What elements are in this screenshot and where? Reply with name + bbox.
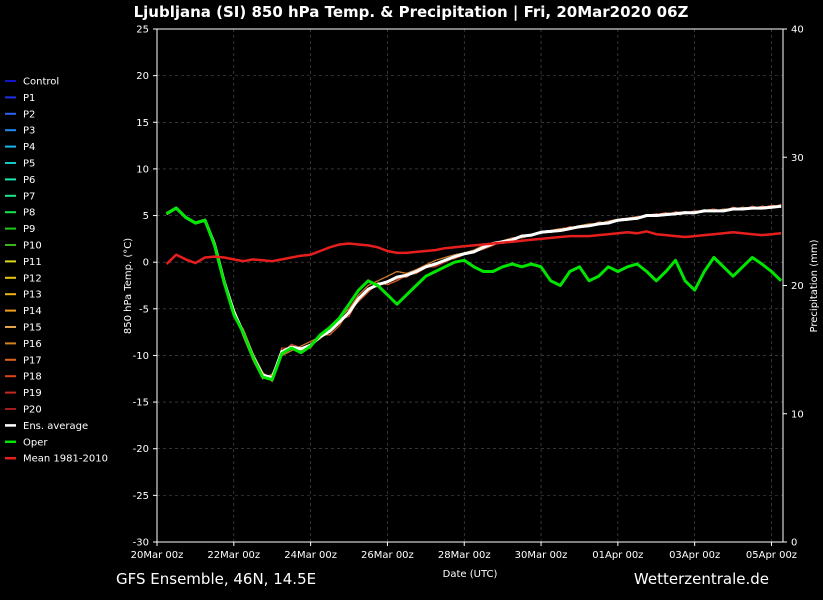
right-y-ticks: 0 10 20 30 40 (783, 25, 804, 549)
series-line-p8 (166, 205, 782, 380)
legend-label-mean-1981-2010: Mean 1981-2010 (23, 454, 108, 465)
legend-label-ens-average: Ens. average (23, 421, 88, 432)
series-line-p9 (166, 204, 782, 380)
series-line-p17 (166, 204, 782, 380)
chart-title: Ljubljana (SI) 850 hPa Temp. & Precipita… (134, 3, 689, 22)
series-line-p3 (166, 203, 782, 377)
left-tick-label: -25 (133, 491, 149, 502)
left-tick-label: -10 (133, 351, 149, 362)
series-line-p4 (166, 205, 782, 380)
left-tick-label: 5 (143, 211, 149, 222)
legend: Control P1 P2 P3 P4 P5 P6 P7 P8 P9 P10 P11 P12 P13 P14… (5, 77, 108, 465)
legend-label-p8: P8 (23, 208, 35, 219)
legend-label-p5: P5 (23, 159, 35, 170)
left-y-ticks: 25 20 15 10 5 0 -5 -10 -15 -20 -25 -30 (133, 25, 157, 549)
series-line-p10 (166, 204, 782, 383)
y-axis-right-label: Precipitation (mm) (809, 239, 820, 332)
legend-label-p12: P12 (23, 273, 42, 284)
right-tick-label: 30 (791, 153, 804, 164)
legend-label-p13: P13 (23, 290, 42, 301)
x-tick-label: 22Mar 00z (207, 550, 260, 561)
series-line-p2 (166, 204, 782, 383)
footer-model-info: GFS Ensemble, 46N, 14.5E (116, 570, 317, 588)
series-line-p1 (166, 204, 782, 380)
left-tick-label: -5 (139, 304, 149, 315)
series-line-p11 (166, 203, 782, 377)
plot-grid (156, 28, 783, 543)
legend-label-control: Control (23, 77, 59, 88)
series-line-p16 (166, 205, 782, 380)
left-tick-label: -20 (133, 444, 149, 455)
series-line-p7 (166, 203, 782, 377)
legend-label-p3: P3 (23, 126, 35, 137)
right-tick-label: 10 (791, 409, 804, 420)
y-axis-left-label: 850 hPa Temp. (°C) (123, 238, 134, 334)
legend-label-p2: P2 (23, 109, 35, 120)
right-tick-label: 0 (791, 538, 797, 549)
legend-label-p14: P14 (23, 306, 42, 317)
left-tick-label: 0 (143, 258, 149, 269)
x-tick-label: 30Mar 00z (515, 550, 568, 561)
x-tick-label: 03Apr 00z (669, 550, 720, 561)
x-ticks: 20Mar 00z 22Mar 00z 24Mar 00z 26Mar 00z 28Ma… (131, 542, 797, 561)
legend-label-p16: P16 (23, 339, 42, 350)
legend-label-p15: P15 (23, 323, 42, 334)
series-line-mean-1981-2010 (165, 230, 782, 265)
series-line-p19 (166, 203, 782, 377)
legend-label-p7: P7 (23, 191, 35, 202)
legend-label-p11: P11 (23, 257, 42, 268)
x-tick-label: 05Apr 00z (746, 550, 797, 561)
legend-label-p9: P9 (23, 224, 35, 235)
x-tick-label: 20Mar 00z (131, 550, 184, 561)
series-line-p20 (166, 205, 782, 380)
series-line-p12 (166, 205, 782, 380)
series-line-p6 (166, 204, 782, 383)
legend-label-p18: P18 (23, 372, 42, 383)
footer-source: Wetterzentrale.de (633, 570, 769, 588)
legend-label-oper: Oper (23, 437, 48, 448)
x-tick-label: 24Mar 00z (284, 550, 337, 561)
legend-label-p10: P10 (23, 241, 42, 252)
legend-label-p17: P17 (23, 355, 42, 366)
series-line-control (166, 205, 782, 380)
legend-label-p1: P1 (23, 93, 35, 104)
series-line-ens-average (165, 204, 782, 380)
series-line-p14 (166, 204, 782, 383)
left-tick-label: 20 (136, 71, 149, 82)
left-tick-label: 10 (136, 164, 149, 175)
legend-label-p6: P6 (23, 175, 35, 186)
x-tick-label: 28Mar 00z (438, 550, 491, 561)
series-line-p18 (166, 204, 782, 383)
left-tick-label: 15 (136, 118, 149, 129)
legend-label-p4: P4 (23, 142, 35, 153)
legend-label-p19: P19 (23, 388, 42, 399)
right-tick-label: 20 (791, 281, 804, 292)
series-line-p13 (166, 204, 782, 380)
left-tick-label: -30 (133, 538, 149, 549)
legend-label-p20: P20 (23, 405, 42, 416)
x-axis-label: Date (UTC) (443, 569, 498, 580)
x-tick-label: 01Apr 00z (592, 550, 643, 561)
x-tick-label: 26Mar 00z (361, 550, 414, 561)
left-tick-label: -15 (133, 398, 149, 409)
left-tick-label: 25 (136, 25, 149, 36)
series-line-oper (165, 206, 783, 382)
series-line-p5 (166, 204, 782, 380)
right-tick-label: 40 (791, 25, 804, 36)
temperature-series (165, 203, 783, 383)
series-line-p15 (166, 203, 782, 377)
